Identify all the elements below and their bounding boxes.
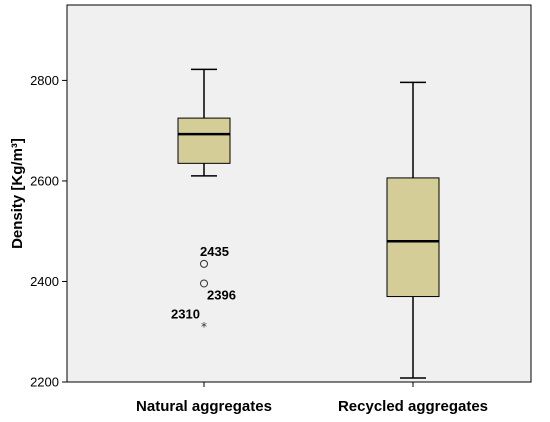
- box-iqr: [177, 117, 231, 164]
- x-category-label: Recycled aggregates: [338, 398, 488, 415]
- outlier-circle-marker: [200, 259, 208, 268]
- box-2: [386, 81, 440, 379]
- y-axis-ticks: 2200 2400 2600 2800: [30, 73, 67, 390]
- box-iqr: [386, 177, 440, 298]
- y-tick-label: 2600: [30, 173, 59, 188]
- outlier-star-marker: *: [201, 320, 207, 334]
- y-axis-title: Density [Kg/m³]: [9, 138, 26, 249]
- x-category-label: Natural aggregates: [136, 398, 272, 415]
- outlier-label: 2310: [171, 307, 200, 322]
- y-tick-label: 2400: [30, 274, 59, 289]
- outlier-label: 2396: [207, 287, 236, 302]
- y-tick-label: 2200: [30, 375, 59, 390]
- box-1: 2435 2396 *2310: [171, 68, 236, 334]
- outlier-label: 2435: [200, 244, 229, 259]
- plot-area: [66, 4, 532, 383]
- y-tick-label: 2800: [30, 73, 59, 88]
- box-series: 2435 2396 *2310: [171, 68, 440, 379]
- outlier-circle-marker: [200, 279, 208, 288]
- x-axis-ticks: Natural aggregates Recycled aggregates: [136, 382, 488, 415]
